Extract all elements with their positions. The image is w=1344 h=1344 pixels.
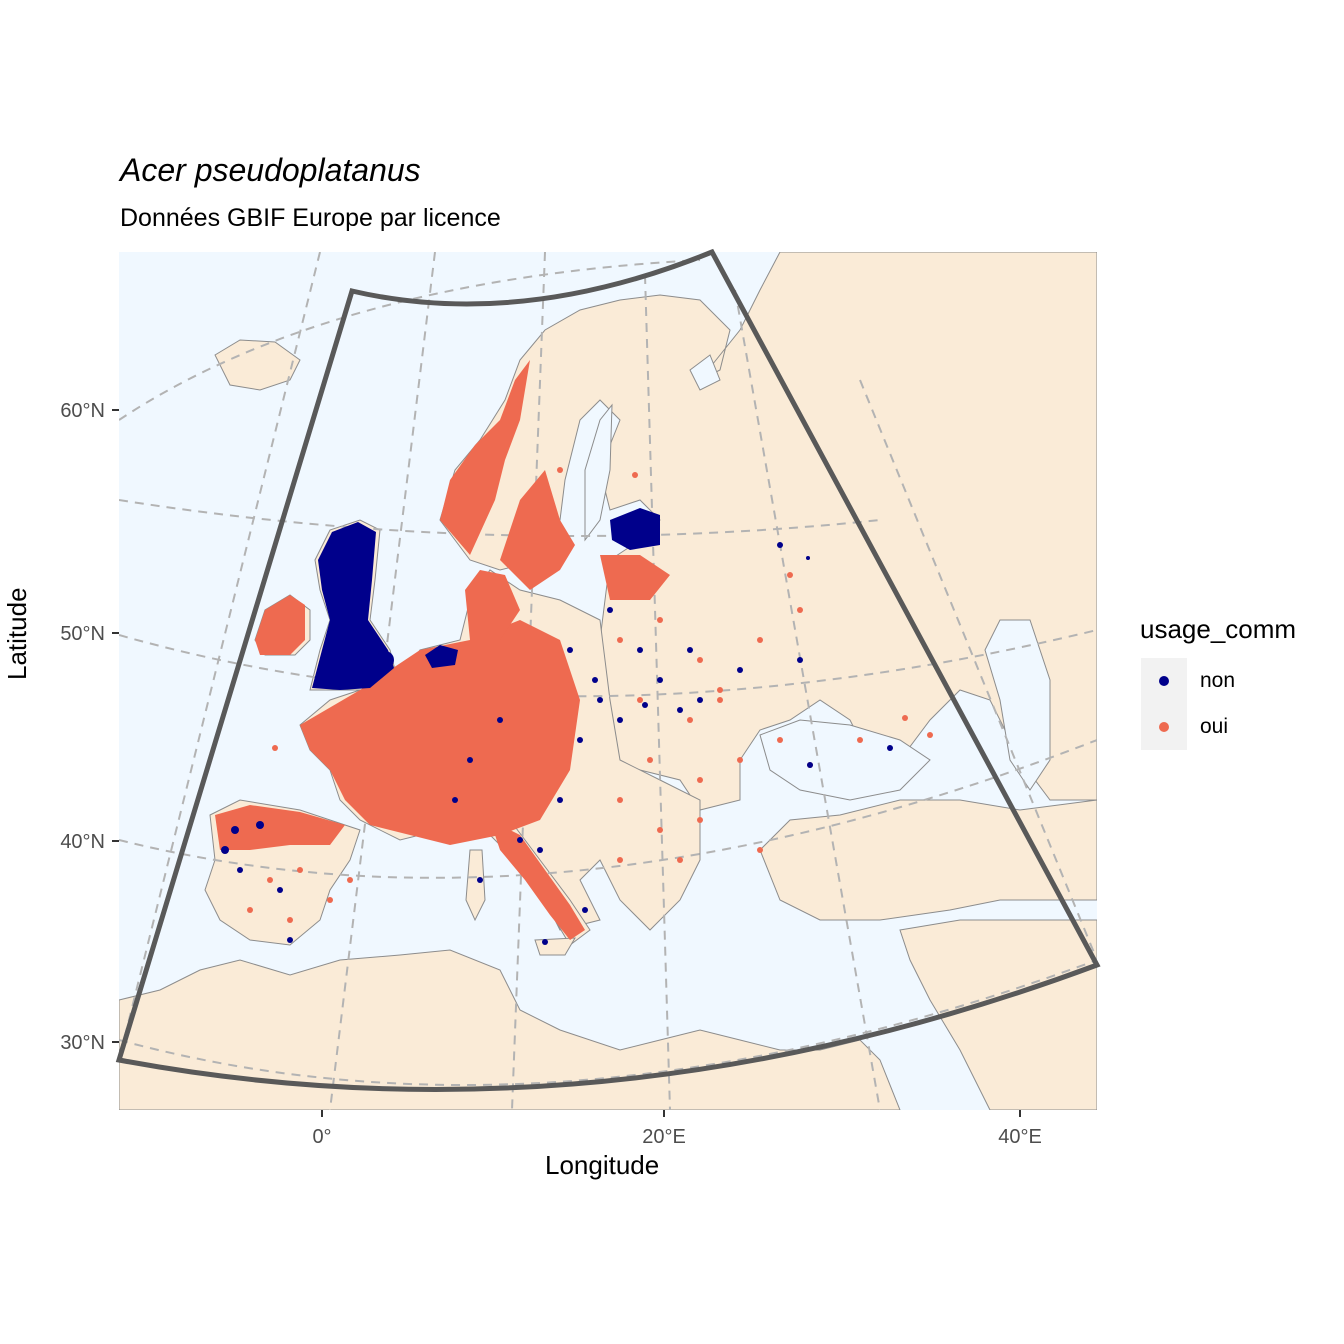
white-sea [689,354,721,391]
legend-key-non [1141,658,1187,704]
axis-ticks [112,409,1021,1117]
points-oui-france-central [300,620,580,845]
land-corsica-sardinia [465,849,486,922]
legend-label-non: non [1200,669,1236,692]
legend-dot-oui [1159,722,1169,732]
chart-subtitle: Données GBIF Europe par licence [120,204,501,232]
x-tick-label: 0° [312,1126,331,1148]
graticule-lon-30 [734,289,881,1110]
points-oui-ireland [255,595,305,655]
points-oui-iberia-north [215,805,345,850]
graticule-lat-40 [119,629,1097,698]
land-anatolia [759,799,1097,921]
y-axis-label: Latitude [2,587,32,680]
baltic-gulf [584,403,613,542]
chart-title: Acer pseudoplatanus [120,152,421,188]
land-iceland [214,339,301,391]
points-oui-sweden [500,470,575,590]
x-axis-label: Longitude [545,1150,660,1180]
x-tick-label: 20°E [642,1126,686,1148]
legend-key-oui [1141,704,1187,750]
y-tick-label: 30°N [60,1032,105,1054]
graticule-lat-30 [119,739,1097,879]
land-middle-east [899,919,1097,1110]
projection-frame [115,248,1101,1092]
caspian-sea [984,619,1051,791]
y-tick-label: 50°N [60,623,105,645]
graticule-lon-m10 [119,252,321,1061]
y-tick-label: 60°N [60,400,105,422]
inner-seas [584,354,1051,801]
y-tick-label: 40°N [60,831,105,853]
points-oui-poland-baltic [600,555,670,600]
graticule-lat-60 [119,259,701,421]
graticule-lat-20 [119,959,1097,1086]
legend-dot-non [1159,676,1169,686]
graticule-lon-20 [644,274,671,1110]
points-non-benelux [425,645,458,668]
points-oui-scandinavia [440,360,530,555]
points-oui [215,360,933,940]
points-oui-italy [490,820,585,940]
points-non-great-britain [312,522,394,690]
x-tick-label: 40°E [998,1126,1042,1148]
black-sea [759,719,931,801]
legend-label-oui: oui [1200,715,1229,738]
graticule-lon-40 [859,379,1097,961]
points-non [221,508,893,945]
points-oui-denmark-germany [465,570,520,640]
points-non-estonia-latvia [610,508,660,550]
legend-title: usage_comm [1140,614,1297,644]
